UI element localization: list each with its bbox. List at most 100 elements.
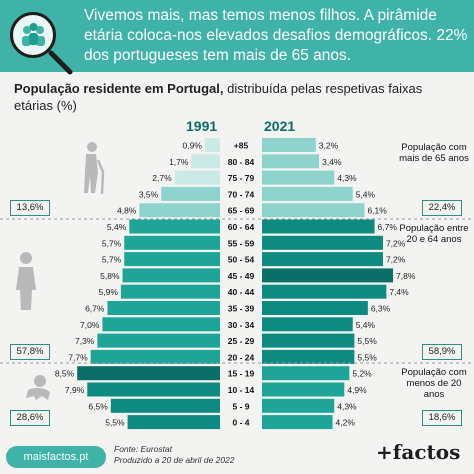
label-2021-0: 3,2%: [319, 141, 339, 151]
group-label-65plus: População com mais de 65 anos: [399, 142, 469, 164]
source-text: Fonte: Eurostat: [114, 444, 173, 454]
total-2021-under20: 18,6%: [422, 410, 462, 426]
label-2021-16: 4,3%: [337, 401, 357, 411]
bar-2021-4: [262, 203, 365, 218]
magnifier-handle: [48, 50, 73, 75]
bar-2021-9: [262, 284, 387, 299]
header-banner: Vivemos mais, mas temos menos filhos. A …: [0, 0, 474, 72]
bar-1991-13: [90, 349, 220, 364]
age-label-13: 20 - 24: [228, 352, 255, 362]
bar-1991-2: [174, 170, 220, 185]
total-2021-65plus: 22,4%: [422, 200, 462, 216]
bar-2021-12: [262, 333, 355, 348]
label-2021-12: 5,5%: [357, 336, 377, 346]
year-1991-label: 1991: [186, 118, 218, 134]
label-1991-7: 5,7%: [102, 255, 122, 265]
bar-1991-5: [129, 219, 220, 234]
year-2021-label: 2021: [264, 118, 296, 134]
chart-subtitle: População residente em Portugal, distrib…: [14, 80, 460, 114]
label-1991-6: 5,7%: [102, 238, 122, 248]
label-1991-15: 7,9%: [65, 385, 85, 395]
label-1991-13: 7,7%: [68, 352, 88, 362]
label-2021-14: 5,2%: [352, 369, 372, 379]
label-2021-11: 5,4%: [356, 320, 376, 330]
age-label-6: 55 - 59: [228, 238, 255, 248]
label-2021-6: 7,2%: [386, 238, 406, 248]
bar-1991-0: [204, 138, 220, 152]
bar-2021-16: [262, 398, 335, 413]
bar-1991-7: [124, 252, 220, 267]
age-label-17: 0 - 4: [232, 418, 249, 428]
bar-2021-6: [262, 235, 383, 250]
bar-1991-10: [107, 301, 220, 315]
label-1991-17: 5,5%: [105, 418, 125, 428]
people-in-magnifier: [22, 23, 45, 46]
bar-2021-17: [262, 415, 333, 430]
header-title: Vivemos mais, mas temos menos filhos. A …: [84, 7, 468, 64]
bar-1991-6: [124, 235, 220, 250]
label-2021-5: 6,7%: [378, 222, 398, 232]
label-1991-12: 7,3%: [75, 336, 95, 346]
age-label-4: 65 - 69: [228, 206, 255, 216]
group-label-20-64: População entre 20 e 64 anos: [399, 223, 469, 245]
label-2021-17: 4,2%: [336, 418, 356, 428]
elderly-person-icon: [84, 142, 105, 195]
bar-2021-1: [262, 154, 320, 169]
label-1991-0: 0,9%: [183, 141, 203, 151]
age-label-9: 40 - 44: [228, 287, 255, 297]
bar-1991-16: [110, 398, 220, 413]
group-label-under20: População com menos de 20 anos: [401, 367, 467, 400]
label-2021-7: 7,2%: [386, 255, 406, 265]
label-1991-14: 8,5%: [55, 369, 75, 379]
label-2021-1: 3,4%: [322, 157, 342, 167]
bar-1991-4: [139, 203, 220, 218]
bar-2021-10: [262, 301, 368, 315]
maisfactos-badge[interactable]: maisfactos.pt: [6, 446, 106, 468]
subtitle-rest: distribuída pelas respetivas faixas etár…: [14, 81, 423, 113]
age-label-15: 10 - 14: [228, 385, 255, 395]
bar-2021-7: [262, 252, 383, 267]
bar-1991-8: [122, 268, 220, 283]
age-label-2: 75 - 79: [228, 173, 255, 183]
total-1991-20-64: 57,8%: [10, 344, 50, 360]
bar-2021-11: [262, 317, 353, 332]
label-2021-15: 4,9%: [347, 385, 367, 395]
label-1991-8: 5,8%: [100, 271, 120, 281]
total-1991-under20: 28,6%: [10, 410, 50, 426]
label-2021-10: 6,3%: [371, 304, 391, 314]
bar-1991-9: [120, 284, 220, 299]
bar-2021-0: [262, 138, 316, 152]
age-label-11: 30 - 34: [228, 320, 255, 330]
label-1991-4: 4,8%: [117, 206, 137, 216]
adult-woman-icon: [16, 252, 36, 310]
label-1991-16: 6,5%: [88, 401, 108, 411]
age-label-3: 70 - 74: [228, 189, 255, 199]
date-text: Produzido a 20 de abril de 2022: [114, 455, 235, 465]
bar-1991-17: [127, 415, 220, 430]
bar-2021-2: [262, 170, 335, 185]
source-note: Fonte: Eurostat Produzido a 20 de abril d…: [114, 444, 235, 466]
age-label-0: +85: [234, 141, 249, 151]
age-label-12: 25 - 29: [228, 336, 255, 346]
bar-1991-3: [161, 186, 220, 201]
brand-logo: +factos: [376, 440, 461, 464]
total-2021-20-64: 58,9%: [422, 344, 462, 360]
bar-1991-15: [87, 382, 220, 397]
bar-2021-8: [262, 268, 394, 283]
label-1991-11: 7,0%: [80, 320, 100, 330]
total-1991-65plus: 13,6%: [10, 200, 50, 216]
label-2021-4: 6,1%: [367, 206, 387, 216]
bar-2021-5: [262, 219, 375, 234]
age-label-10: 35 - 39: [228, 304, 255, 314]
bar-1991-1: [191, 154, 220, 169]
bar-2021-13: [262, 349, 355, 364]
label-2021-13: 5,5%: [357, 352, 377, 362]
label-1991-1: 1,7%: [169, 157, 189, 167]
label-2021-3: 5,4%: [356, 189, 376, 199]
label-2021-2: 4,3%: [337, 173, 357, 183]
bar-1991-14: [77, 366, 220, 381]
label-2021-9: 7,4%: [389, 287, 409, 297]
age-label-14: 15 - 19: [228, 369, 255, 379]
label-1991-3: 3,5%: [139, 189, 159, 199]
